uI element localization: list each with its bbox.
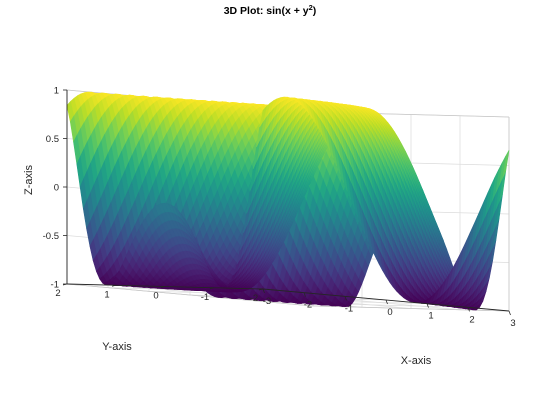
- x-tick-label: 3: [510, 318, 515, 329]
- x-tick-label: -1: [345, 303, 353, 314]
- z-tick-label: 0: [54, 183, 59, 194]
- y-tick-label: -2: [250, 293, 258, 304]
- x-tick-label: 2: [469, 314, 474, 325]
- z-tick-label: -0.5: [43, 231, 59, 242]
- x-tick-label: 0: [387, 307, 392, 318]
- y-axis-label: Y-axis: [102, 341, 132, 353]
- y-tick-mark: [111, 284, 117, 287]
- x-tick-label: -2: [304, 300, 312, 311]
- x-tick-mark: [344, 296, 347, 301]
- x-axis-label: X-axis: [401, 355, 432, 367]
- x-tick-label: 1: [428, 311, 433, 322]
- z-axis-label: Z-axis: [23, 165, 35, 195]
- y-tick-mark: [209, 287, 215, 290]
- y-tick-label: 1: [104, 289, 109, 300]
- back-box-edge: [66, 283, 314, 307]
- surface-mesh: [66, 91, 510, 311]
- chart-title: 3D Plot: sin(x + y2): [224, 3, 317, 17]
- x-tick-label: -3: [263, 296, 271, 307]
- x-tick-mark: [508, 310, 511, 316]
- y-tick-mark: [160, 286, 166, 288]
- y-tick-label: 2: [55, 288, 60, 299]
- x-tick-mark: [467, 307, 470, 312]
- surface-patch: [259, 106, 267, 127]
- x-tick-mark: [262, 288, 265, 294]
- x-tick-mark: [426, 303, 429, 308]
- z-tick-label: 0.5: [46, 134, 59, 145]
- y-tick-mark: [258, 288, 264, 291]
- z-tick-label: 1: [54, 86, 59, 97]
- x-tick-mark: [385, 299, 388, 305]
- x-tick-mark: [303, 292, 306, 297]
- y-tick-label: -1: [201, 292, 209, 303]
- y-tick-label: 0: [153, 291, 158, 302]
- z-tick-label: -1: [51, 280, 59, 291]
